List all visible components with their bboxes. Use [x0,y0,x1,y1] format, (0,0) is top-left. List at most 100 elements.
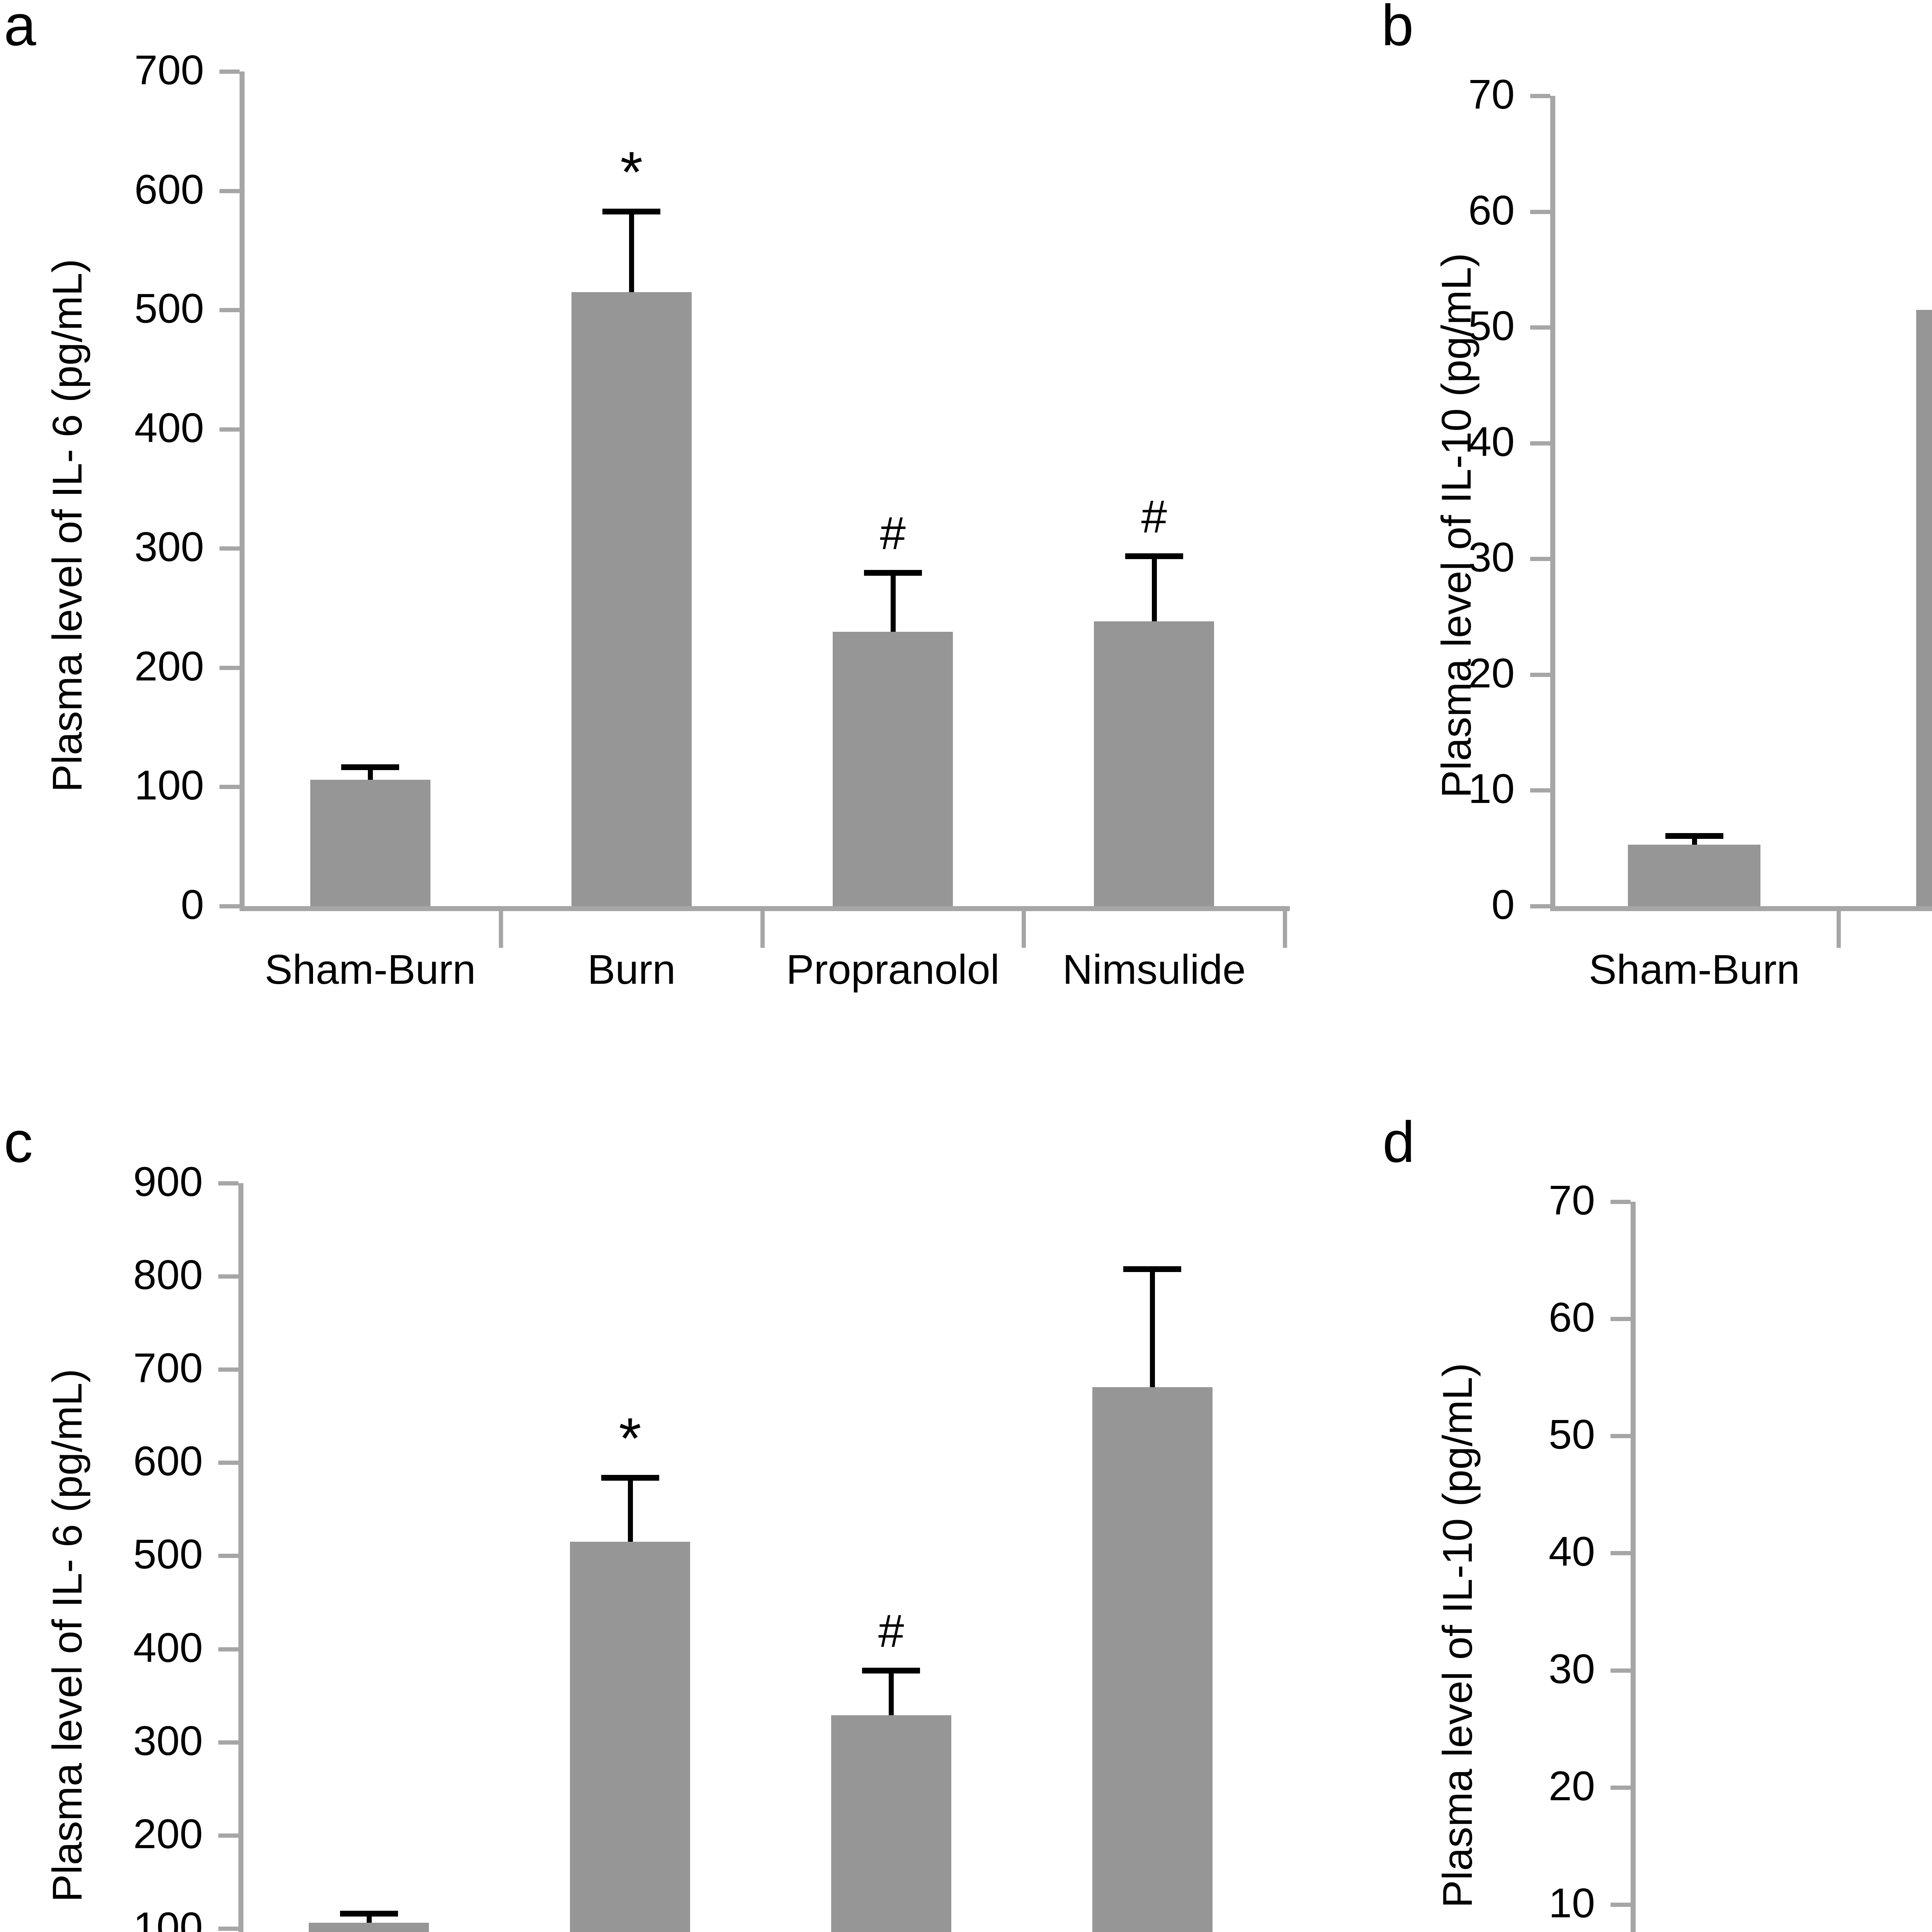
y-tick-label-a-4: 400 [134,404,204,451]
bar-a-0 [310,779,430,906]
y-tick-label-d-3: 30 [1548,1645,1595,1692]
y-axis-line-d [1631,1202,1636,1932]
y-tick-c-7 [218,1367,238,1372]
error-bar-cap-a-1 [602,208,661,214]
y-axis-title-d: Plasma level of IL-10 (pg/mL) [1434,1363,1481,1908]
y-tick-label-b-1: 10 [1468,765,1515,812]
error-bar-stem-c-2 [889,1667,894,1715]
bar-c-0 [309,1923,429,1932]
y-tick-c-2 [218,1833,238,1838]
error-bar-cap-a-2 [864,570,922,576]
y-tick-label-d-1: 10 [1548,1879,1595,1926]
y-tick-label-a-2: 200 [134,642,204,689]
bar-c-2 [831,1715,951,1932]
y-tick-label-b-0: 0 [1491,881,1515,928]
y-tick-b-2 [1530,672,1550,677]
significance-mark-a-3: # [1141,490,1167,543]
y-tick-label-c-9: 900 [133,1158,203,1205]
x-tick-a-4 [1283,911,1287,948]
y-tick-label-b-4: 40 [1468,418,1515,465]
y-tick-d-6 [1611,1317,1631,1321]
bar-c-3 [1092,1387,1213,1932]
y-tick-label-a-3: 300 [134,523,204,570]
y-tick-b-1 [1530,788,1550,793]
error-bar-cap-c-2 [862,1667,920,1673]
y-tick-label-d-2: 20 [1548,1762,1595,1809]
bar-a-3 [1094,621,1214,906]
y-axis-line-b [1550,96,1555,911]
y-tick-b-5 [1530,325,1550,330]
panel-letter-b: b [1381,0,1414,58]
y-tick-a-1 [219,785,240,789]
x-axis-line-b [1550,906,1932,911]
y-tick-b-7 [1530,94,1550,98]
panel-letter-a: a [4,0,36,58]
y-tick-label-a-0: 0 [180,881,204,928]
error-bar-cap-c-1 [601,1475,659,1481]
y-tick-a-5 [219,308,240,313]
x-axis-label-a-3: Nimsulide [1062,946,1246,993]
y-tick-d-3 [1611,1668,1631,1673]
y-tick-c-6 [218,1461,238,1465]
x-tick-a-2 [760,911,765,948]
error-bar-stem-a-3 [1151,553,1157,621]
x-axis-label-a-1: Burn [587,946,676,993]
x-axis-line-a [240,906,1290,911]
error-bar-stem-a-2 [890,570,896,632]
y-tick-b-6 [1530,209,1550,214]
error-bar-cap-b-0 [1665,833,1723,839]
y-tick-label-b-3: 30 [1468,534,1515,581]
error-bar-stem-c-3 [1150,1266,1155,1388]
y-tick-d-2 [1611,1785,1631,1790]
bar-c-1 [570,1542,690,1932]
y-tick-label-a-1: 100 [134,762,204,809]
y-tick-a-3 [219,546,240,551]
y-tick-label-b-7: 70 [1468,71,1515,117]
y-tick-label-c-2: 200 [133,1810,203,1857]
y-tick-c-9 [218,1181,238,1185]
y-axis-line-c [238,1183,243,1932]
error-bar-stem-c-1 [628,1475,633,1542]
x-axis-label-a-0: Sham-Burn [265,946,476,993]
y-tick-d-5 [1611,1434,1631,1439]
y-tick-d-4 [1611,1551,1631,1556]
y-tick-label-d-4: 40 [1548,1528,1595,1575]
y-tick-b-4 [1530,441,1550,446]
y-tick-label-b-2: 20 [1468,649,1515,696]
y-tick-c-4 [218,1647,238,1651]
bar-a-2 [833,632,953,906]
significance-mark-c-1: * [619,1405,641,1471]
y-tick-label-b-5: 50 [1468,302,1515,349]
error-bar-stem-a-1 [629,208,634,292]
x-axis-label-b-0: Sham-Burn [1588,946,1800,993]
significance-mark-a-1: * [620,139,643,204]
error-bar-cap-a-0 [341,764,400,770]
y-tick-c-1 [218,1926,238,1931]
y-tick-a-4 [219,427,240,432]
error-bar-cap-c-0 [340,1911,398,1917]
y-tick-label-c-5: 500 [133,1531,203,1578]
y-tick-label-c-4: 400 [133,1624,203,1671]
y-tick-c-8 [218,1274,238,1279]
error-bar-cap-a-3 [1125,553,1183,559]
y-tick-label-c-7: 700 [133,1344,203,1391]
y-tick-label-d-5: 50 [1548,1411,1595,1458]
y-tick-label-d-6: 60 [1548,1294,1595,1341]
x-tick-b-1 [1836,911,1841,948]
y-tick-b-3 [1530,557,1550,561]
error-bar-cap-c-3 [1123,1266,1182,1272]
x-tick-a-1 [499,911,503,948]
bar-a-1 [571,292,692,906]
y-tick-b-0 [1530,904,1550,908]
y-tick-label-b-6: 60 [1468,186,1515,233]
y-tick-label-d-7: 70 [1548,1177,1595,1223]
y-tick-a-0 [219,904,240,908]
x-tick-a-3 [1021,911,1026,948]
y-tick-a-6 [219,189,240,193]
y-tick-label-c-3: 300 [133,1717,203,1764]
